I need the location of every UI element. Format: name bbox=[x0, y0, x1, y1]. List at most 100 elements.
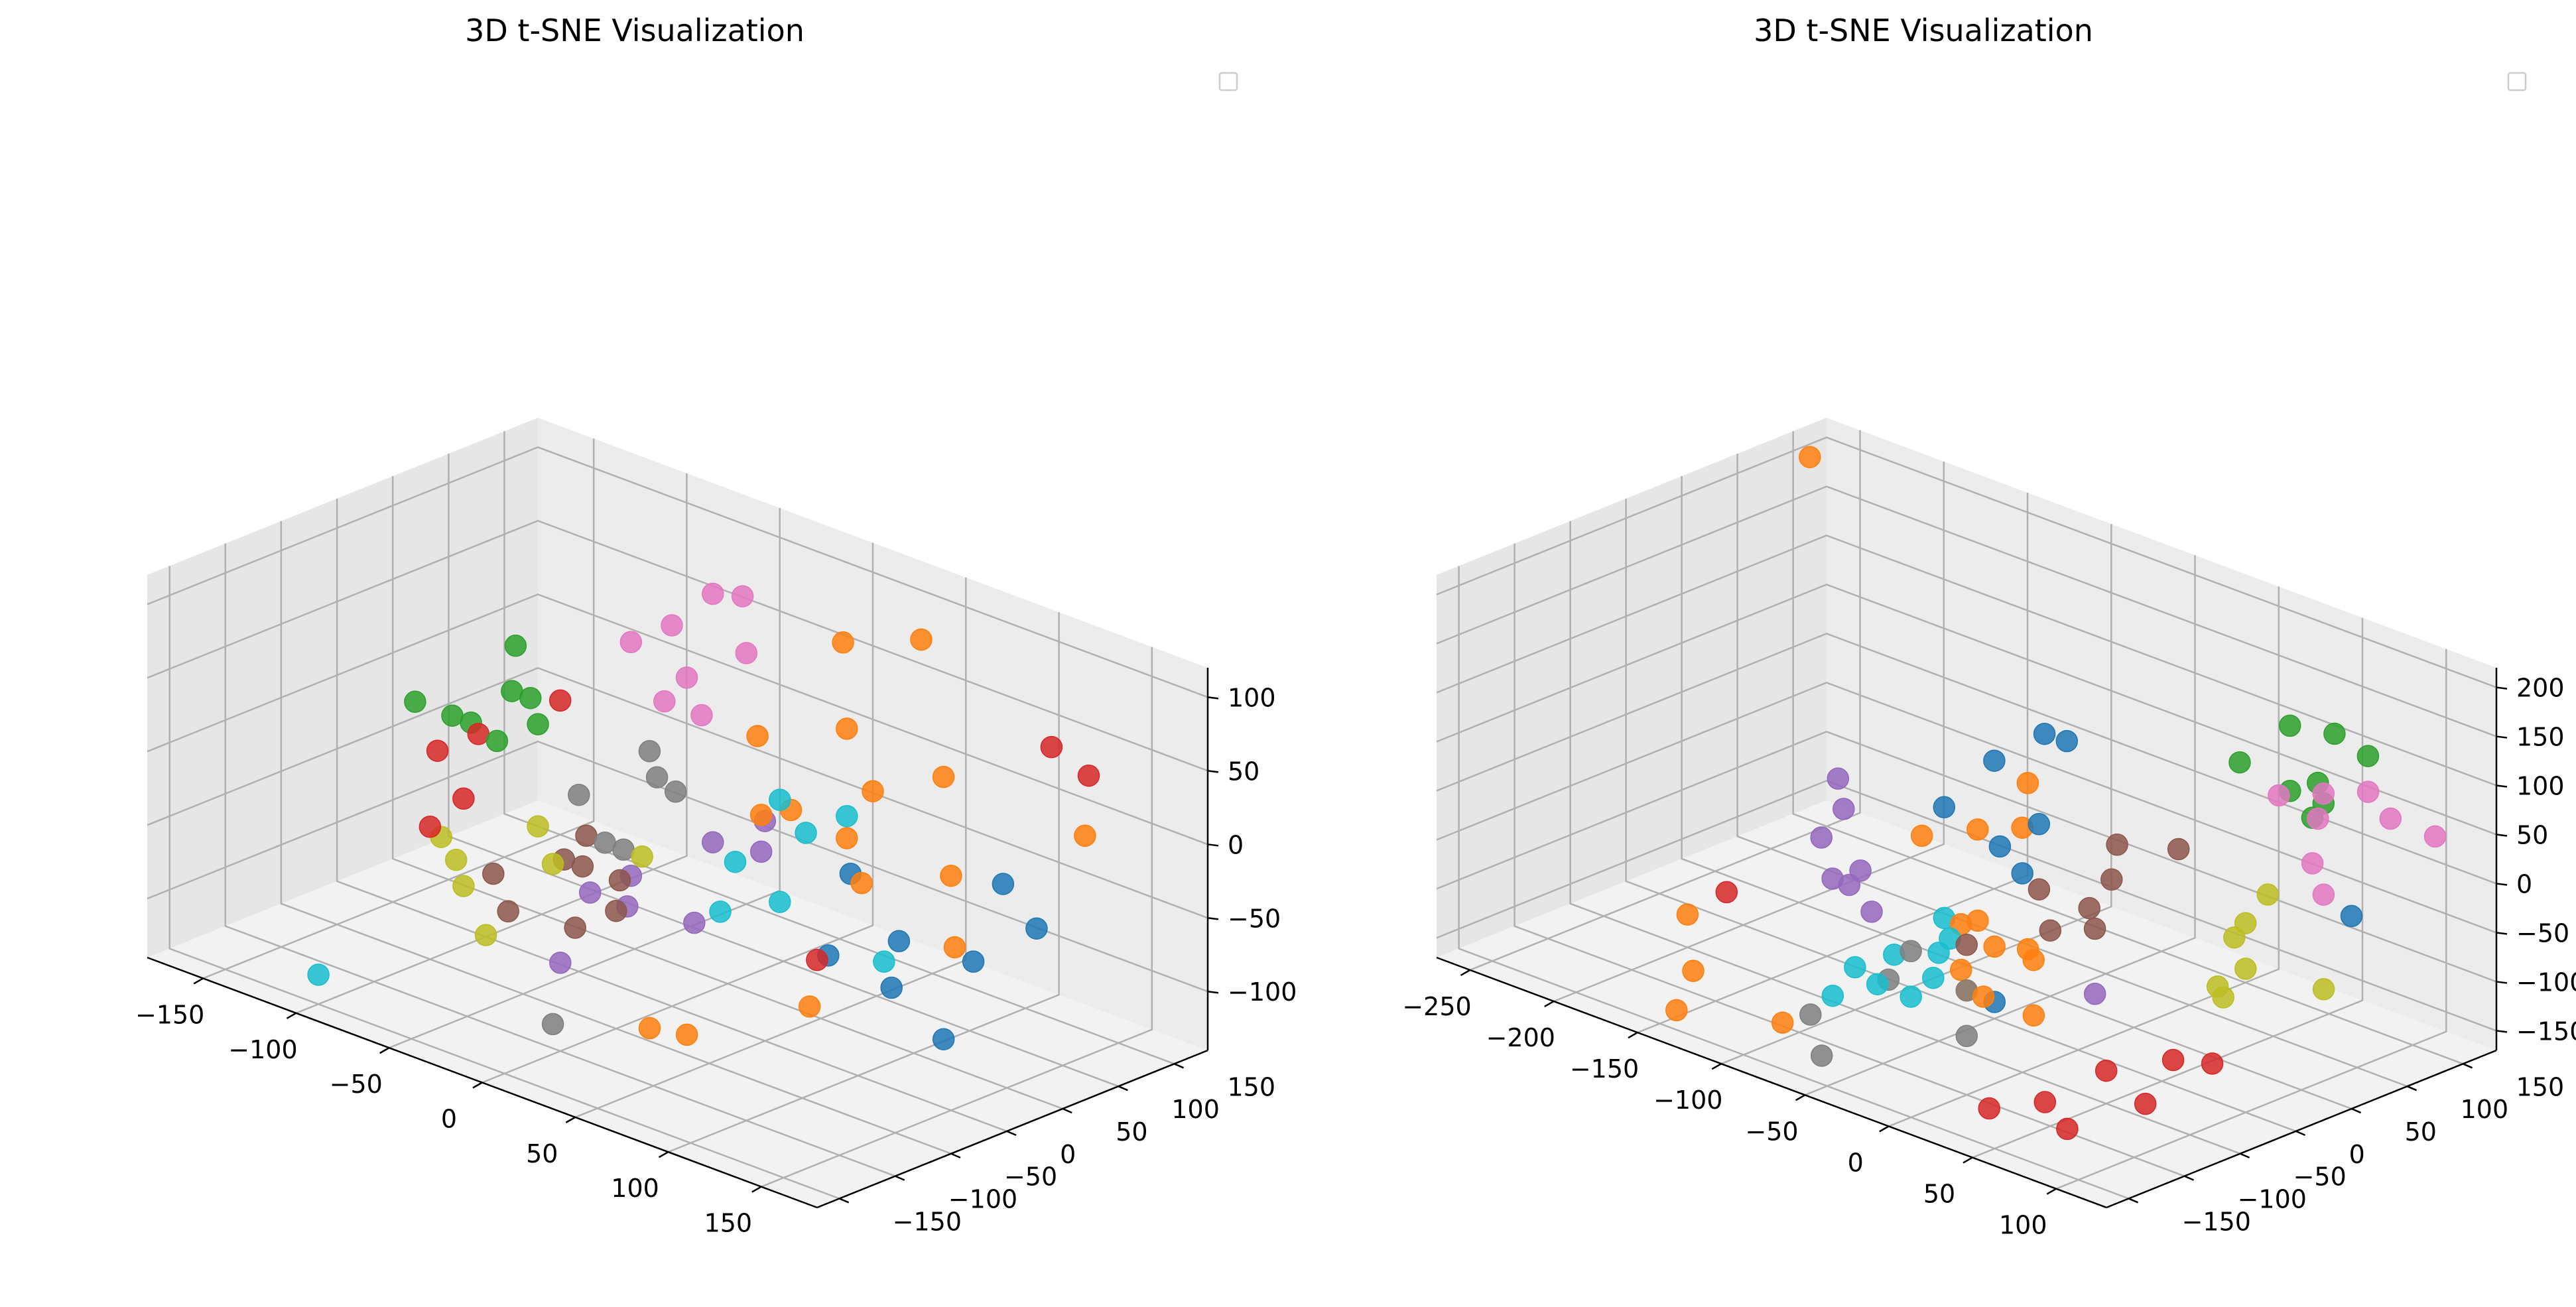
y-tick-mark bbox=[2295, 1130, 2306, 1137]
x-tick-mark bbox=[2046, 1188, 2057, 1195]
scatter-point bbox=[575, 824, 598, 847]
scatter-point bbox=[2312, 782, 2335, 805]
scatter-point bbox=[1040, 735, 1063, 759]
scatter-point bbox=[307, 964, 330, 986]
y-tick-label: 150 bbox=[1228, 1072, 1276, 1101]
scatter-point bbox=[1077, 764, 1100, 787]
right-3d-scatter-panel: 3D t-SNE Visualization −250−200−150−100−… bbox=[1402, 13, 2576, 1240]
y-tick-mark bbox=[2407, 1086, 2417, 1091]
scatter-point bbox=[2028, 878, 2051, 901]
z-tick-label: 100 bbox=[1228, 683, 1276, 712]
y-tick-label: −50 bbox=[1004, 1162, 1057, 1192]
scatter-point bbox=[1910, 824, 1933, 847]
scatter-point bbox=[2055, 729, 2079, 753]
scatter-point bbox=[836, 804, 858, 828]
x-grid-line bbox=[1888, 586, 2280, 1127]
scatter-point bbox=[2312, 883, 2335, 906]
x-tick-label: 0 bbox=[441, 1105, 457, 1134]
x-axis-line bbox=[1436, 956, 2107, 1209]
scatter-point bbox=[441, 704, 464, 727]
scatter-point bbox=[2094, 1059, 2118, 1082]
scatter-point bbox=[2028, 813, 2051, 836]
y-grid-line bbox=[1458, 566, 2130, 1200]
scatter-point bbox=[1810, 826, 1833, 849]
x-tick-label: 150 bbox=[704, 1209, 753, 1238]
scatter-point bbox=[1676, 903, 1699, 926]
y-tick-label: −150 bbox=[2182, 1207, 2251, 1236]
y-tick-label: −100 bbox=[2238, 1185, 2307, 1214]
y-tick-mark bbox=[1006, 1130, 1017, 1137]
y-axis-line bbox=[2106, 1049, 2497, 1209]
scatter-point bbox=[873, 950, 895, 973]
x-tick-label: 50 bbox=[1923, 1180, 1955, 1209]
scatter-point bbox=[850, 872, 873, 895]
scatter-point bbox=[862, 780, 884, 802]
scatter-point bbox=[769, 788, 791, 811]
y-grid-line bbox=[224, 543, 896, 1177]
scatter-point bbox=[1900, 940, 1922, 963]
scatter-point bbox=[2022, 948, 2045, 971]
right-legend-box[interactable] bbox=[2507, 72, 2527, 92]
scatter-point bbox=[683, 911, 706, 934]
y-tick-mark bbox=[1118, 1086, 1128, 1091]
z-grid-line bbox=[1436, 780, 2497, 1032]
scatter-point bbox=[1955, 1025, 1978, 1048]
z-tick-mark bbox=[1207, 696, 1219, 700]
scatter-point bbox=[1927, 942, 1950, 964]
scatter-point bbox=[702, 831, 724, 853]
scatter-point bbox=[1950, 958, 1972, 981]
scatter-point bbox=[519, 686, 542, 710]
scatter-point bbox=[1799, 446, 1821, 469]
scatter-point bbox=[2033, 722, 2056, 745]
scatter-point bbox=[1771, 1011, 1794, 1034]
z-grid-line bbox=[1436, 534, 2497, 786]
scatter-point bbox=[932, 765, 955, 788]
scatter-point bbox=[1988, 835, 2012, 858]
scatter-point bbox=[608, 869, 631, 892]
z-tick-mark bbox=[1207, 917, 1219, 920]
x-tick-label: −100 bbox=[228, 1035, 297, 1064]
scatter-point bbox=[992, 873, 1015, 895]
z-tick-label: 0 bbox=[2516, 869, 2532, 899]
scatter-point bbox=[1827, 767, 1850, 790]
y-grid-line bbox=[168, 566, 840, 1200]
scatter-point bbox=[1682, 960, 1705, 982]
y-tick-label: 0 bbox=[2349, 1140, 2365, 1169]
scatter-point bbox=[594, 832, 616, 854]
z-tick-label: 100 bbox=[2516, 772, 2565, 801]
scatter-point bbox=[943, 936, 966, 959]
scatter-point bbox=[568, 783, 590, 806]
x-tick-mark bbox=[565, 1116, 576, 1123]
z-tick-mark bbox=[2496, 1030, 2508, 1033]
scatter-point bbox=[1933, 796, 1956, 819]
scatter-point bbox=[638, 740, 661, 763]
x-grid-line bbox=[202, 438, 595, 979]
x-grid-line bbox=[1470, 430, 1861, 971]
left-legend-box[interactable] bbox=[1218, 72, 1238, 92]
scatter-point bbox=[806, 948, 828, 971]
scatter-point bbox=[724, 850, 747, 873]
z-tick-label: 150 bbox=[2516, 723, 2565, 752]
scatter-point bbox=[664, 780, 687, 803]
z-grid-line bbox=[147, 519, 1208, 772]
scatter-point bbox=[1866, 973, 1889, 995]
y-tick-label: 50 bbox=[2405, 1117, 2437, 1147]
left-wall-pane bbox=[1437, 418, 1827, 958]
scatter-point bbox=[836, 827, 858, 849]
scatter-point bbox=[452, 875, 475, 897]
z-grid-line bbox=[1436, 436, 2497, 688]
x-tick-label: −100 bbox=[1653, 1086, 1722, 1115]
z-tick-label: −100 bbox=[2516, 967, 2576, 997]
scatter-point bbox=[419, 816, 442, 838]
scatter-point bbox=[541, 1013, 564, 1036]
scatter-point bbox=[2234, 958, 2257, 980]
y-tick-mark bbox=[2184, 1175, 2195, 1181]
scatter-point bbox=[1838, 873, 1861, 897]
x-tick-label: 100 bbox=[1999, 1211, 2047, 1240]
y-grid-line bbox=[1792, 431, 2464, 1065]
scatter-point bbox=[2278, 714, 2301, 737]
scatter-point bbox=[1844, 956, 1866, 979]
scatter-point bbox=[548, 689, 572, 712]
z-tick-mark bbox=[2496, 834, 2508, 837]
